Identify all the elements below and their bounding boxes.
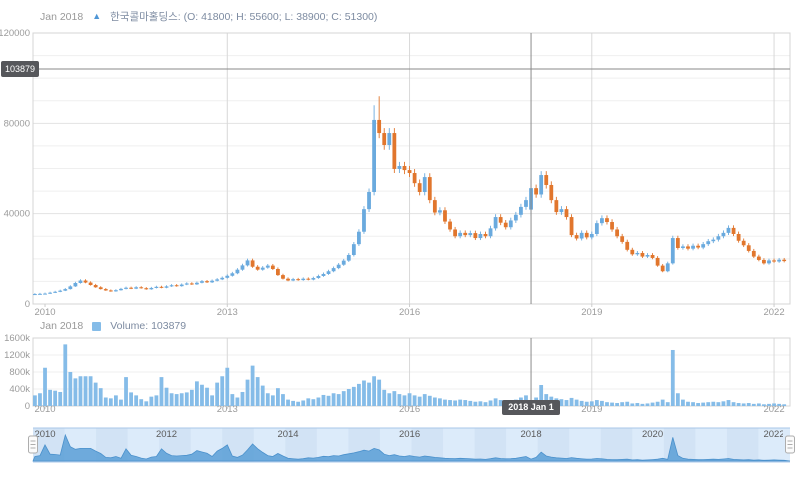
- svg-text:2010: 2010: [34, 307, 55, 318]
- volume-legend: Jan 2018 Volume: 103879: [40, 320, 186, 332]
- svg-text:2010: 2010: [34, 404, 55, 415]
- axis-labels: 0 40000 80000 120000 0 400k 800k 1200k 1600k 2010…: [0, 28, 785, 415]
- crosshair-lines: [33, 33, 790, 406]
- navigator-left-handle[interactable]: [28, 435, 38, 454]
- svg-text:2016: 2016: [399, 307, 420, 318]
- svg-text:120000: 120000: [0, 28, 30, 39]
- crosshair-price-badge: 103879: [1, 61, 39, 77]
- svg-text:2018: 2018: [520, 429, 541, 440]
- svg-text:80000: 80000: [4, 118, 30, 129]
- svg-text:2022: 2022: [763, 404, 784, 415]
- svg-text:2013: 2013: [217, 307, 238, 318]
- crosshair-date-tooltip: 2018 Jan 1: [502, 400, 560, 415]
- navigator-year-labels: 2010 2012 2014 2016 2018 2020 2022: [34, 429, 784, 440]
- svg-text:2022: 2022: [763, 429, 784, 440]
- svg-text:2016: 2016: [399, 429, 420, 440]
- svg-text:2012: 2012: [156, 429, 177, 440]
- svg-text:2016: 2016: [399, 404, 420, 415]
- volume-square-icon: [92, 321, 102, 331]
- series-ohlc-label[interactable]: 한국콜마홀딩스: (O: 41800; H: 55600; L: 38900; …: [110, 11, 378, 23]
- series-triangle-icon: ▲: [92, 11, 102, 21]
- navigator-right-handle[interactable]: [785, 435, 795, 454]
- navigator[interactable]: 2010 2012 2014 2016 2018 2020 2022: [28, 427, 795, 463]
- svg-text:2014: 2014: [277, 429, 298, 440]
- main-chart-legend: Jan 2018 ▲ 한국콜마홀딩스: (O: 41800; H: 55600;…: [40, 9, 377, 24]
- svg-text:2013: 2013: [217, 404, 238, 415]
- svg-text:0: 0: [25, 401, 30, 412]
- svg-text:40000: 40000: [4, 209, 30, 220]
- volume-period-label: Jan 2018: [40, 320, 84, 332]
- main-period-label: Jan 2018: [40, 10, 84, 23]
- svg-text:2010: 2010: [34, 429, 55, 440]
- volume-plot-area[interactable]: [33, 338, 790, 406]
- svg-text:400k: 400k: [9, 384, 30, 395]
- svg-text:1200k: 1200k: [4, 350, 30, 361]
- svg-text:800k: 800k: [9, 367, 30, 378]
- svg-text:2019: 2019: [581, 307, 602, 318]
- navigator-mini-chart: [32, 433, 791, 462]
- svg-text:0: 0: [25, 299, 30, 310]
- svg-text:2019: 2019: [581, 404, 602, 415]
- svg-text:2022: 2022: [763, 307, 784, 318]
- candlestick-series: [33, 96, 787, 296]
- price-plot-area[interactable]: [33, 33, 790, 304]
- svg-text:2020: 2020: [642, 429, 663, 440]
- svg-text:1600k: 1600k: [4, 333, 30, 344]
- volume-series: [33, 344, 787, 406]
- volume-value-label[interactable]: Volume: 103879: [110, 320, 187, 332]
